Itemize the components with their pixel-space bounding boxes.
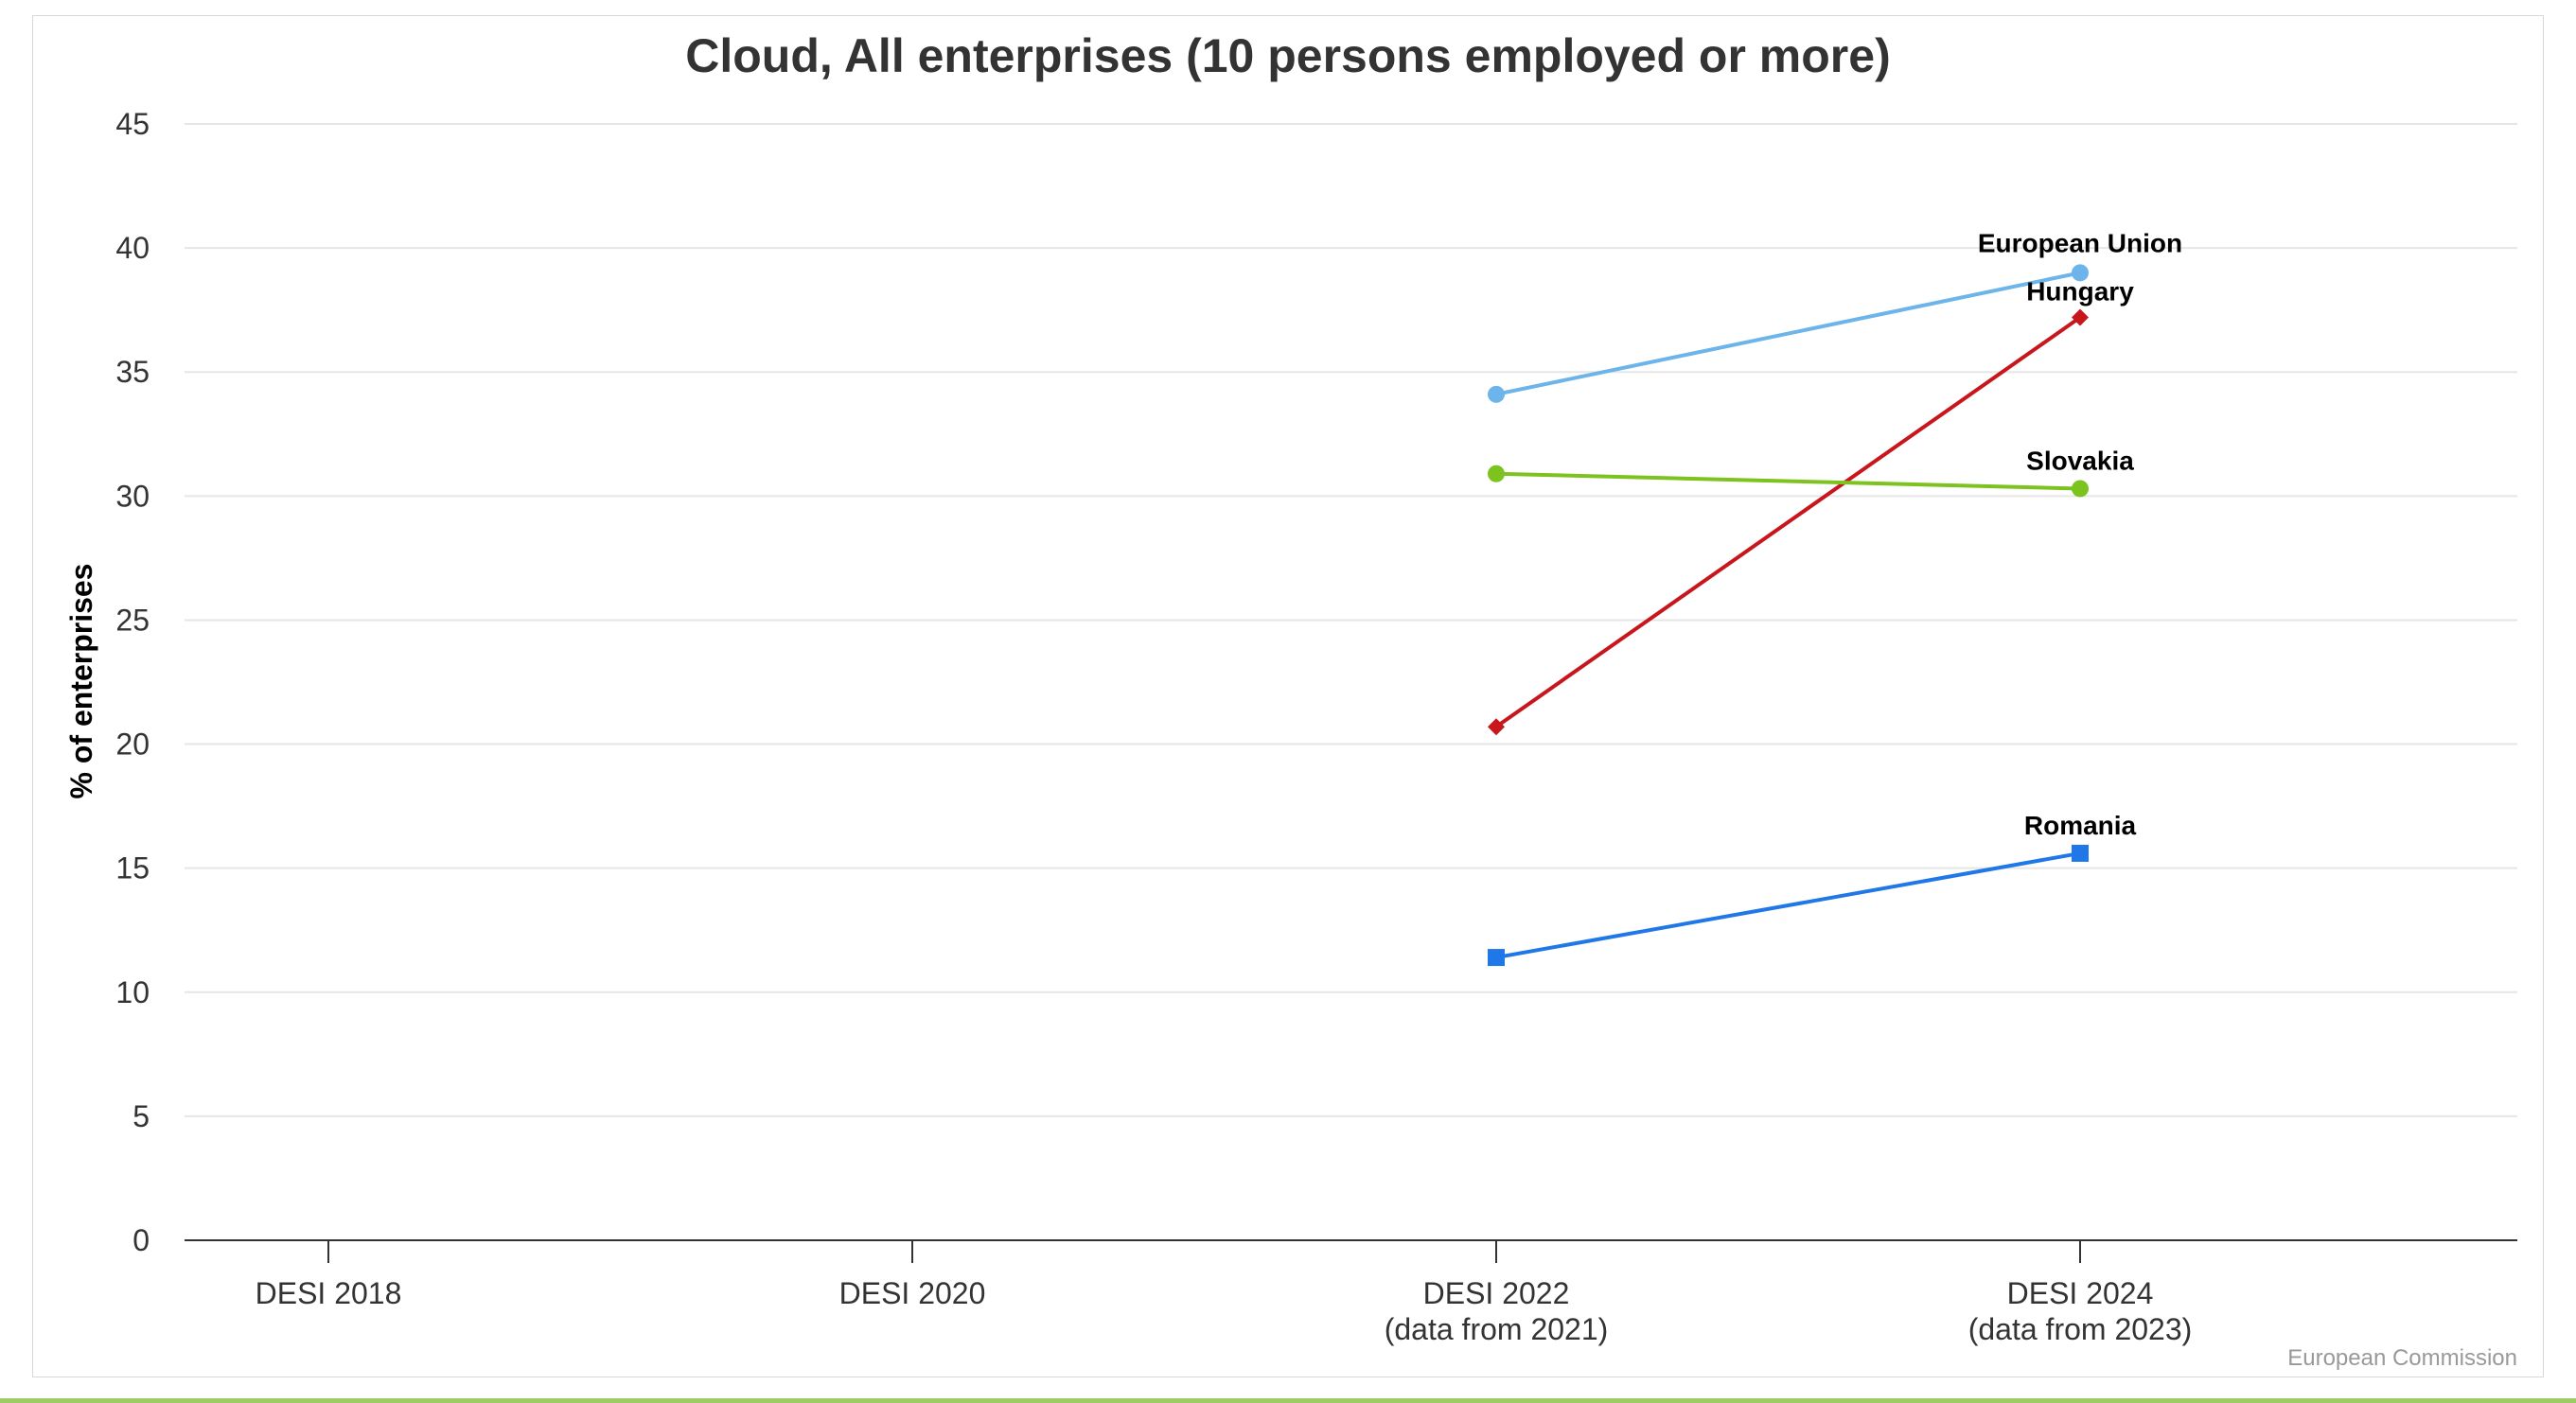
data-point-hungary[interactable] (1488, 718, 1505, 736)
series-group (1488, 264, 2089, 967)
y-tick-label: 5 (132, 1099, 150, 1133)
x-tick-label: DESI 2018 (256, 1276, 402, 1310)
series-label-romania: Romania (2024, 811, 2137, 840)
series-label-hungary: Hungary (2026, 277, 2134, 307)
series-label-european-union: European Union (1978, 228, 2182, 257)
data-point-slovakia[interactable] (2072, 480, 2089, 498)
y-tick-label: 40 (115, 231, 150, 265)
series-line-hungary (1494, 315, 2082, 728)
data-point-european-union[interactable] (2072, 264, 2089, 282)
x-tick-label: DESI 2020 (839, 1276, 986, 1310)
y-tick-label: 45 (115, 107, 150, 141)
data-point-romania[interactable] (2072, 844, 2089, 862)
bottom-accent-bar (0, 1398, 2576, 1403)
y-axis-ticks: 0 5 10 15 20 25 30 35 40 45 (115, 107, 150, 1257)
y-tick-label: 25 (115, 603, 150, 637)
gridlines (185, 123, 2517, 1117)
chart-frame (32, 15, 2544, 1377)
y-axis-label: % of enterprises (64, 564, 98, 799)
data-point-european-union[interactable] (1488, 385, 1505, 403)
y-tick-label: 0 (132, 1223, 150, 1257)
y-tick-label: 10 (115, 975, 150, 1009)
y-tick-label: 30 (115, 479, 150, 513)
y-tick-label: 35 (115, 355, 150, 389)
series-labels: European Union Hungary Slovakia Romania (1978, 228, 2182, 840)
series-line-european-union (1495, 271, 2081, 396)
y-tick-label: 15 (115, 851, 150, 886)
credit-text: European Commission (2287, 1345, 2517, 1371)
series-line-slovakia (1495, 471, 2081, 491)
series-label-slovakia: Slovakia (2026, 446, 2134, 475)
x-tick-label: DESI 2024 (2007, 1276, 2154, 1310)
x-axis: DESI 2018 DESI 2020 DESI 2022(data from 20… (185, 1239, 2517, 1346)
series-line-romania (1495, 851, 2081, 960)
x-tick-label: DESI 2022 (1423, 1276, 1570, 1310)
data-point-slovakia[interactable] (1488, 465, 1505, 482)
y-tick-label: 20 (115, 728, 150, 762)
chart-title: Cloud, All enterprises (10 persons emplo… (685, 29, 1890, 82)
x-tick-label: (data from 2021) (1385, 1312, 1609, 1346)
x-tick-label: (data from 2023) (1968, 1312, 2193, 1346)
data-point-romania[interactable] (1488, 949, 1505, 967)
data-point-hungary[interactable] (2072, 308, 2089, 326)
